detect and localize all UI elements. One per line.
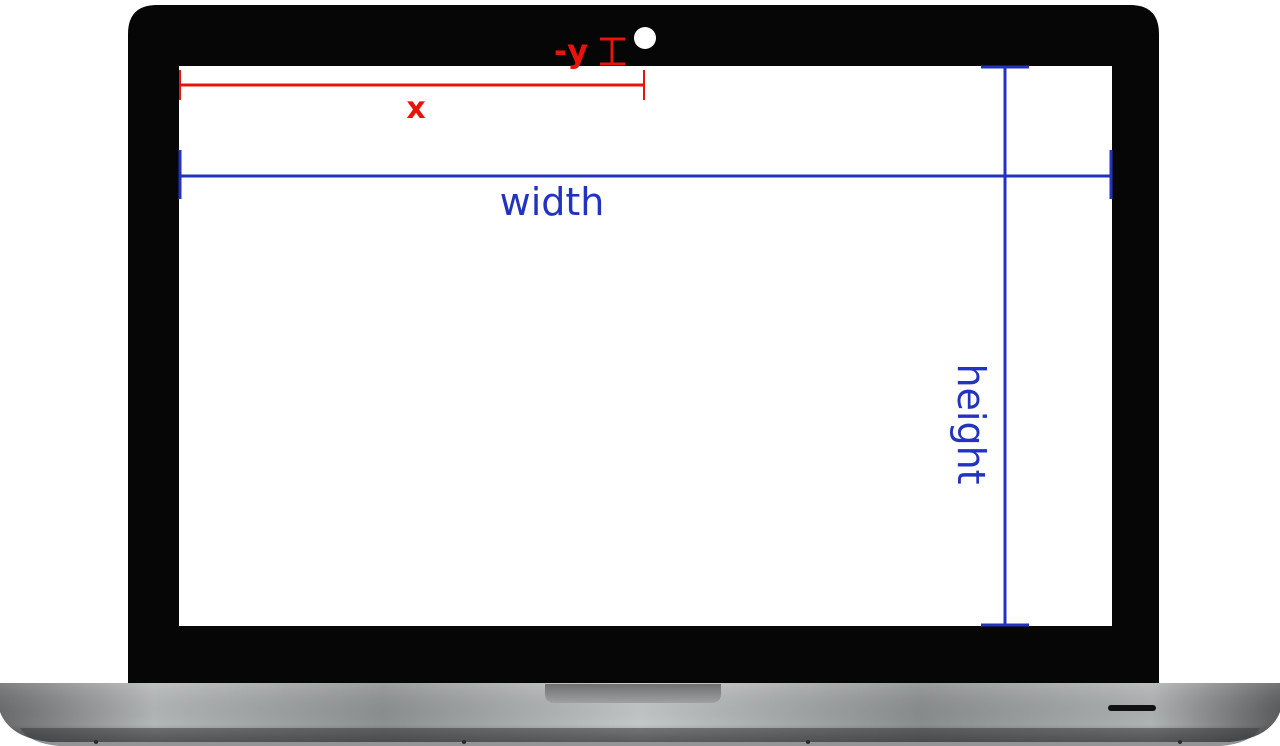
neg-y-measure xyxy=(600,37,625,66)
x-measure xyxy=(179,70,645,100)
width-measure xyxy=(178,150,1113,199)
height-label: height xyxy=(949,363,993,484)
neg-y-label: -y xyxy=(554,32,588,70)
lid-notch xyxy=(545,684,721,703)
status-light-slot xyxy=(1108,705,1156,711)
height-measure xyxy=(981,65,1029,627)
width-label: width xyxy=(500,180,605,224)
laptop-base xyxy=(0,683,1280,746)
x-label: x xyxy=(406,91,425,126)
screen-area xyxy=(179,66,1112,626)
webcam-dot xyxy=(634,27,656,49)
